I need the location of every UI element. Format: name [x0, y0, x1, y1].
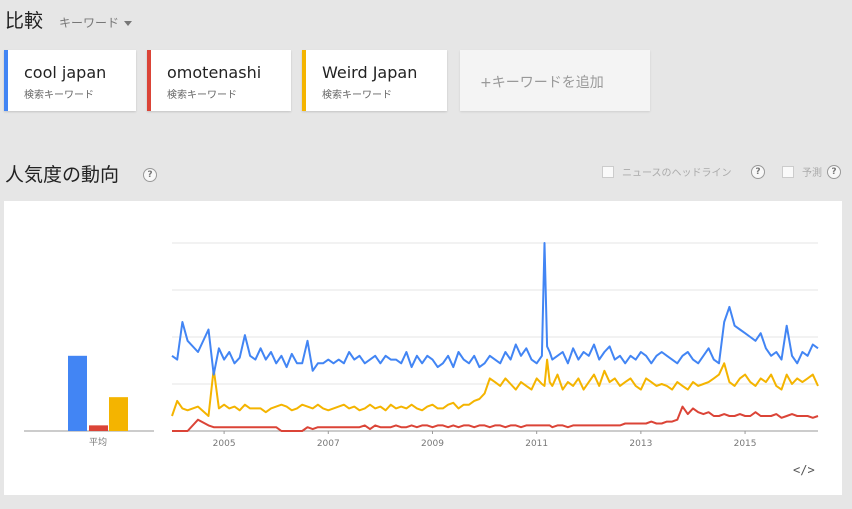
keyword-card-weird-japan[interactable]: Weird Japan 検索キーワード [302, 50, 447, 111]
news-headlines-option: ニュースのヘッドライン [602, 164, 732, 179]
keyword-type: 検索キーワード [24, 90, 94, 101]
news-headlines-label: ニュースのヘッドライン [622, 168, 732, 179]
comparison-mode-dropdown[interactable]: キーワード [59, 14, 133, 31]
embed-code-icon[interactable]: </> [793, 463, 815, 477]
keyword-color-bar [4, 50, 8, 111]
add-keyword-label: +キーワードを追加 [480, 75, 604, 91]
average-bar-weird-japan [109, 397, 128, 431]
keyword-card-omotenashi[interactable]: omotenashi 検索キーワード [147, 50, 291, 111]
x-tick-label: 2011 [525, 439, 548, 449]
keyword-type: 検索キーワード [322, 90, 392, 101]
forecast-label: 予測 [802, 168, 822, 179]
x-tick-label: 2015 [734, 439, 757, 449]
page-title: 比較 [5, 10, 44, 32]
keyword-color-bar [147, 50, 151, 111]
x-tick-label: 2013 [629, 439, 652, 449]
help-icon[interactable]: ? [143, 168, 157, 182]
series-line-weird-japan [171, 358, 819, 417]
x-tick-label: 2007 [317, 439, 340, 449]
keyword-card-cool-japan[interactable]: cool japan 検索キーワード [4, 50, 136, 111]
x-tick-label: 2005 [213, 439, 236, 449]
news-help-icon[interactable]: ? [751, 165, 765, 179]
keyword-term: cool japan [24, 63, 107, 82]
interest-over-time-title: 人気度の動向 [5, 164, 120, 186]
keyword-term: omotenashi [167, 63, 262, 82]
chart-panel: 平均 2005 2007 2009 2011 2013 2015 </> [4, 201, 842, 495]
comparison-mode-label: キーワード [59, 16, 120, 30]
forecast-checkbox[interactable] [782, 165, 794, 178]
series-line-cool-japan [171, 242, 819, 376]
interest-chart: 平均 2005 2007 2009 2011 2013 2015 [24, 242, 819, 449]
average-bar-omotenashi [89, 425, 108, 431]
average-label: 平均 [89, 436, 107, 448]
caret-down-icon [124, 21, 133, 26]
series-line-omotenashi [172, 405, 819, 432]
add-keyword-button[interactable]: +キーワードを追加 [460, 50, 650, 111]
keyword-type: 検索キーワード [167, 90, 237, 101]
average-bar-cool-japan [68, 355, 87, 431]
header: 比較 キーワード [5, 6, 133, 33]
forecast-help-icon[interactable]: ? [827, 165, 841, 179]
keyword-term: Weird Japan [322, 63, 418, 82]
keyword-color-bar [302, 50, 306, 111]
news-headlines-checkbox[interactable] [602, 165, 614, 178]
x-tick-label: 2009 [421, 439, 444, 449]
forecast-option: 予測 [782, 164, 822, 179]
